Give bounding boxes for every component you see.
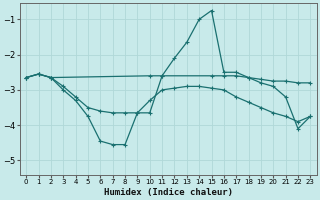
X-axis label: Humidex (Indice chaleur): Humidex (Indice chaleur) [104, 188, 233, 197]
